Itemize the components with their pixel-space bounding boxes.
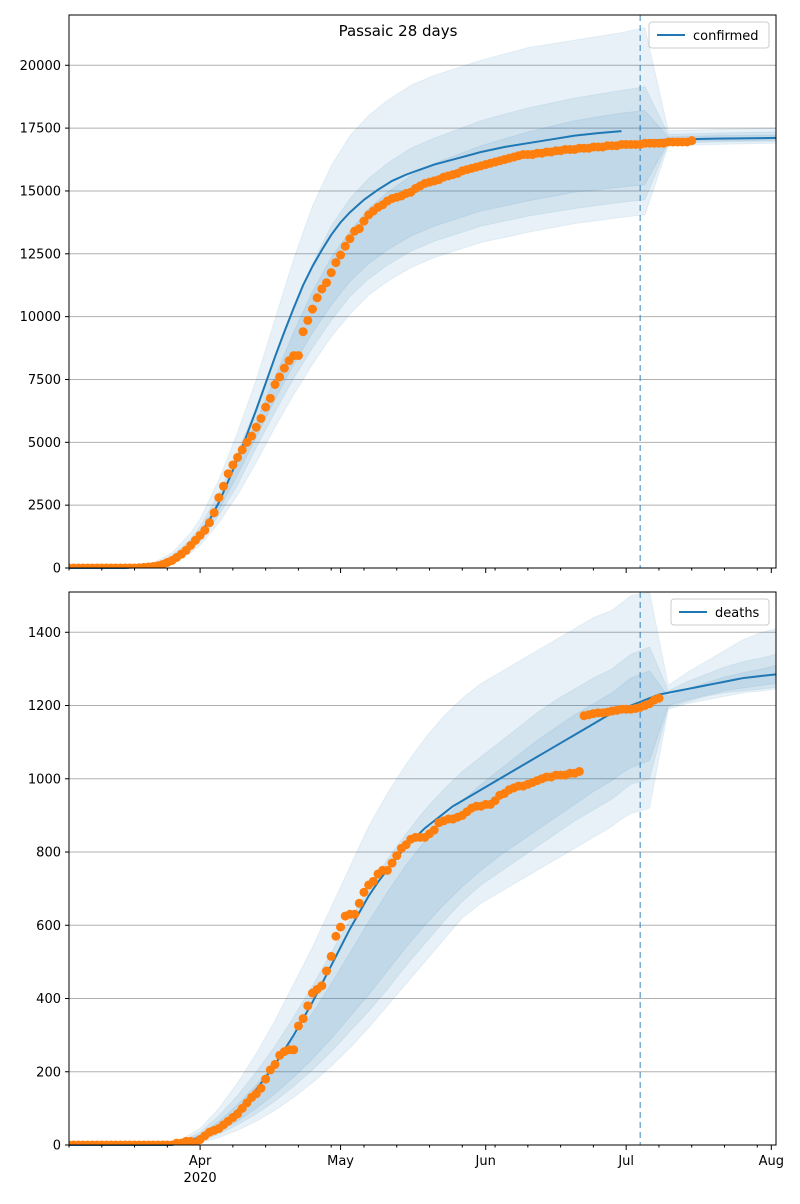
observed-point: [209, 508, 219, 518]
figure-title: Passaic 28 days: [339, 22, 458, 40]
y-tick-label: 1000: [28, 772, 61, 787]
observed-point: [326, 268, 336, 278]
observed-point: [350, 909, 360, 919]
observed-point: [331, 931, 341, 941]
observed-point: [256, 1083, 266, 1093]
observed-point: [204, 518, 214, 528]
uncertainty-band-3: [69, 664, 776, 1145]
observed-point: [331, 258, 341, 268]
observed-point: [336, 250, 346, 260]
observed-point: [368, 876, 378, 886]
legend-label: confirmed: [693, 29, 759, 44]
x-tick-label: Jul: [617, 1154, 634, 1169]
x-tick-label: Jun: [475, 1154, 496, 1169]
y-tick-label: 800: [36, 846, 61, 861]
observed-point: [247, 431, 257, 441]
observed-point: [387, 858, 397, 868]
y-tick-label: 12500: [20, 247, 61, 262]
observed-point: [687, 136, 697, 146]
observed-point: [265, 393, 275, 403]
x-tick-label: Apr: [189, 1154, 212, 1169]
observed-point: [251, 422, 261, 432]
axes-frame: [68, 591, 777, 1146]
y-tick-label: 17500: [20, 122, 61, 137]
observed-point: [261, 1074, 271, 1084]
x-year-label: 2020: [184, 1171, 217, 1186]
observed-point: [345, 234, 355, 244]
observed-point: [354, 898, 364, 908]
x-tick-label: May: [327, 1154, 354, 1169]
observed-point: [293, 351, 303, 361]
observed-point: [237, 445, 247, 455]
observed-point: [392, 851, 402, 861]
y-tick-label: 20000: [20, 59, 61, 74]
observed-point: [289, 1045, 299, 1055]
y-tick-label: 2500: [28, 499, 61, 514]
observed-point: [261, 402, 271, 412]
observed-point: [228, 460, 238, 470]
observed-point: [654, 693, 664, 703]
legend-box: [648, 21, 770, 49]
observed-point: [326, 951, 336, 961]
observed-points: [69, 693, 664, 1145]
y-tick-label: 1200: [28, 699, 61, 714]
y-tick-label: 1400: [28, 626, 61, 641]
observed-point: [219, 481, 229, 491]
observed-point: [242, 437, 252, 447]
observed-point: [340, 241, 350, 251]
observed-point: [317, 981, 327, 991]
observed-point: [200, 525, 210, 535]
observed-point: [223, 469, 233, 479]
observed-point: [382, 865, 392, 875]
observed-point: [307, 304, 317, 314]
observed-point: [354, 224, 364, 234]
observed-point: [359, 887, 369, 897]
observed-point: [359, 216, 369, 226]
uncertainty-band-3: [69, 109, 776, 568]
y-tick-label: 200: [36, 1065, 61, 1080]
observed-point: [270, 1059, 280, 1069]
y-tick-label: 0: [53, 562, 61, 577]
observed-point: [303, 315, 313, 325]
legend-label: deaths: [715, 606, 760, 621]
y-tick-label: 5000: [28, 436, 61, 451]
observed-point: [574, 766, 584, 776]
y-tick-label: 600: [36, 919, 61, 934]
observed-point: [298, 327, 308, 337]
observed-point: [293, 1021, 303, 1031]
observed-point: [322, 278, 332, 288]
uncertainty-bands: [69, 592, 776, 1145]
y-tick-label: 0: [53, 1139, 61, 1154]
axes-frame: [68, 14, 777, 569]
observed-point: [275, 372, 285, 382]
observed-point: [322, 966, 332, 976]
y-tick-label: 15000: [20, 184, 61, 199]
observed-point: [214, 493, 224, 503]
deaths-panel: 0 200 400 600 800 1000 1200 1400 Apr May Jun Jul Aug…: [28, 591, 784, 1186]
confirmed-panel: 0 2500 5000 7500 10000 12500 15000 17500 20000 co…: [20, 14, 777, 577]
observed-point: [429, 825, 439, 835]
observed-point: [298, 1014, 308, 1024]
observed-point: [279, 363, 289, 373]
x-tick-label: Aug: [759, 1154, 784, 1169]
y-tick-label: 10000: [20, 310, 61, 325]
observed-point: [312, 293, 322, 303]
y-tick-label: 400: [36, 992, 61, 1007]
y-tick-label: 7500: [28, 373, 61, 388]
uncertainty-band-1: [69, 26, 776, 568]
uncertainty-band-1: [69, 592, 776, 1145]
observed-point: [317, 284, 327, 294]
observed-points: [69, 136, 697, 568]
legend-box: [670, 598, 770, 626]
observed-point: [270, 380, 280, 389]
observed-point: [303, 1001, 313, 1011]
observed-point: [336, 922, 346, 932]
observed-point: [256, 413, 266, 423]
observed-point: [233, 452, 243, 462]
